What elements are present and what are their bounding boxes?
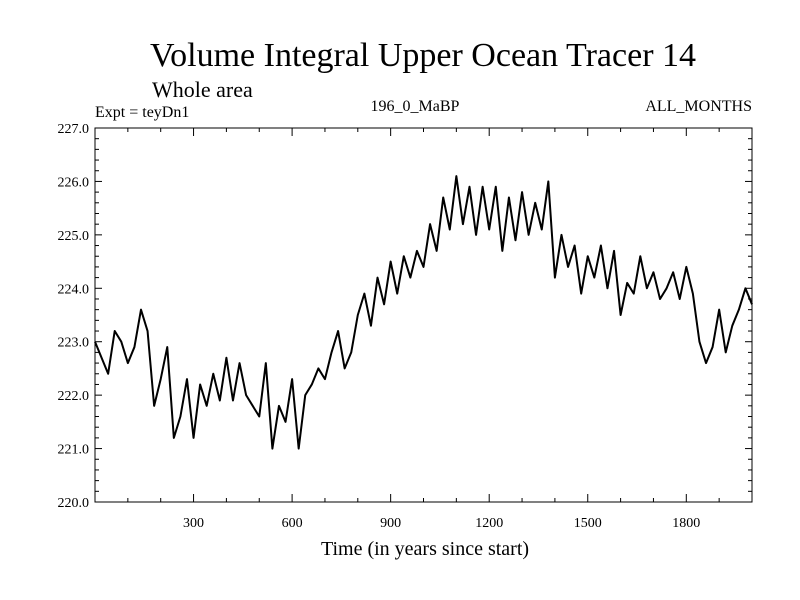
- y-tick-label: 224.0: [58, 282, 90, 297]
- plot-frame: [94, 127, 753, 503]
- y-tick-label: 225.0: [58, 229, 90, 244]
- series-line: [94, 175, 753, 450]
- chart-subtitle: Whole area: [152, 77, 253, 102]
- y-tick-label: 221.0: [58, 443, 90, 458]
- y-tick-label: 223.0: [58, 336, 90, 351]
- x-tick-label: 1800: [672, 516, 700, 531]
- x-tick-label: 300: [183, 516, 204, 531]
- x-axis-label: Time (in years since start): [321, 538, 529, 560]
- y-tick-label: 227.0: [58, 122, 90, 137]
- experiment-label: Expt = teyDn1: [95, 104, 189, 121]
- chart-title: Volume Integral Upper Ocean Tracer 14: [150, 37, 696, 74]
- y-axis: 220.0 221.0 222.0 223.0 224.0 225.0 226.0 227.0: [58, 122, 752, 511]
- y-tick-label: 220.0: [58, 496, 90, 511]
- months-label: ALL_MONTHS: [645, 98, 752, 115]
- y-tick-label: 226.0: [58, 175, 90, 190]
- period-label: 196_0_MaBP: [371, 98, 460, 115]
- y-tick-label: 222.0: [58, 389, 90, 404]
- x-tick-label: 900: [380, 516, 401, 531]
- x-tick-label: 1200: [475, 516, 503, 531]
- x-axis: 300 600 900 1200 1500 1800: [127, 128, 720, 531]
- x-tick-label: 1500: [574, 516, 602, 531]
- x-tick-label: 600: [282, 516, 303, 531]
